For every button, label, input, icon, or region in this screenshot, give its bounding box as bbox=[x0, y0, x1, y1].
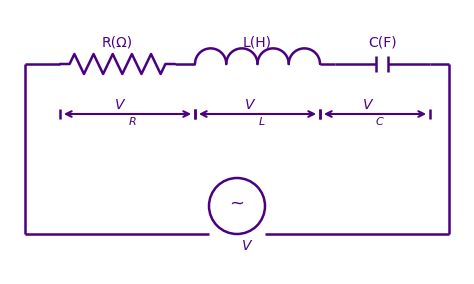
Text: ~: ~ bbox=[229, 195, 245, 213]
Text: C: C bbox=[376, 117, 384, 127]
Text: R: R bbox=[128, 117, 136, 127]
Text: R(Ω): R(Ω) bbox=[102, 36, 133, 50]
Text: C(F): C(F) bbox=[368, 36, 397, 50]
Text: V: V bbox=[363, 98, 372, 112]
Text: V: V bbox=[245, 98, 255, 112]
Text: L(H): L(H) bbox=[243, 36, 272, 50]
Text: V: V bbox=[242, 239, 252, 253]
Text: V: V bbox=[115, 98, 125, 112]
Text: L: L bbox=[258, 117, 265, 127]
